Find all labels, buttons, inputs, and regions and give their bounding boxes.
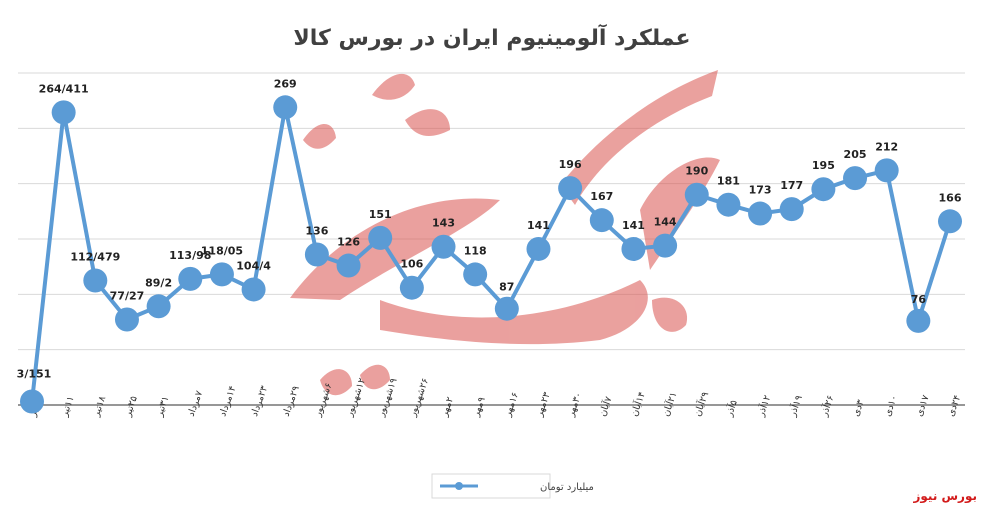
data-point: [811, 177, 836, 202]
data-label: 106: [400, 258, 423, 271]
data-label: 76: [911, 293, 927, 306]
legend-label: میلیارد تومان: [540, 482, 594, 493]
data-label: 177: [780, 179, 803, 192]
data-label: 264/411: [39, 82, 89, 95]
data-label: 89/2: [145, 276, 172, 289]
data-point: [146, 294, 171, 319]
data-label: 190: [685, 165, 708, 178]
data-point: [716, 192, 741, 217]
brand-logo-text: بورس نیوز: [913, 489, 977, 503]
data-point: [273, 95, 298, 120]
data-label: 3/151: [17, 368, 52, 381]
data-point: [463, 262, 488, 287]
legend: میلیارد تومان: [431, 473, 594, 499]
data-point: [748, 201, 773, 226]
data-label: 205: [844, 148, 867, 161]
data-point: [399, 275, 424, 300]
gridlines: [18, 72, 965, 351]
data-point: [368, 225, 393, 250]
x-tick-label: ۳دی: [851, 398, 867, 418]
data-label: 166: [939, 191, 962, 204]
data-point: [336, 253, 361, 278]
data-point: [906, 308, 931, 333]
chart-title: عملکرد آلومینیوم ایران در بورس کالا: [293, 23, 690, 51]
data-point: [558, 176, 583, 201]
data-point: [241, 277, 266, 302]
data-label: 112/479: [70, 251, 120, 264]
series-points: [20, 95, 962, 414]
data-point: [304, 242, 329, 267]
data-label: 77/27: [110, 289, 145, 302]
data-point: [209, 262, 234, 287]
data-label: 269: [274, 77, 297, 90]
data-point: [51, 100, 76, 125]
data-point: [684, 182, 709, 207]
data-point: [621, 236, 646, 261]
data-point: [653, 233, 678, 258]
data-point: [114, 307, 139, 332]
data-label: 141: [622, 219, 645, 232]
data-label: 144: [654, 216, 677, 229]
data-point: [938, 209, 962, 234]
data-point: [431, 234, 456, 259]
legend-marker: [455, 482, 463, 490]
data-label: 181: [717, 175, 740, 188]
data-point: [874, 158, 899, 183]
data-label: 87: [499, 281, 514, 294]
data-point: [178, 266, 203, 291]
data-point: [20, 389, 44, 414]
data-point: [83, 268, 108, 293]
data-label: 151: [369, 208, 392, 221]
data-label: 141: [527, 219, 550, 232]
data-label: 143: [432, 217, 455, 230]
data-label: 104/4: [236, 259, 271, 272]
data-label: 118: [464, 244, 487, 257]
data-label: 196: [559, 158, 582, 171]
data-label: 126: [337, 236, 360, 249]
data-point: [779, 197, 804, 222]
data-label: 195: [812, 159, 835, 172]
data-point: [589, 208, 614, 233]
data-point: [494, 296, 519, 321]
data-point: [843, 166, 868, 191]
data-label: 136: [305, 224, 328, 237]
data-label: 118/05: [201, 244, 243, 257]
data-label: 173: [749, 184, 772, 197]
data-label: 212: [875, 140, 898, 153]
data-point: [526, 236, 551, 261]
data-label: 113/98: [169, 249, 211, 262]
data-label: 167: [590, 190, 613, 203]
